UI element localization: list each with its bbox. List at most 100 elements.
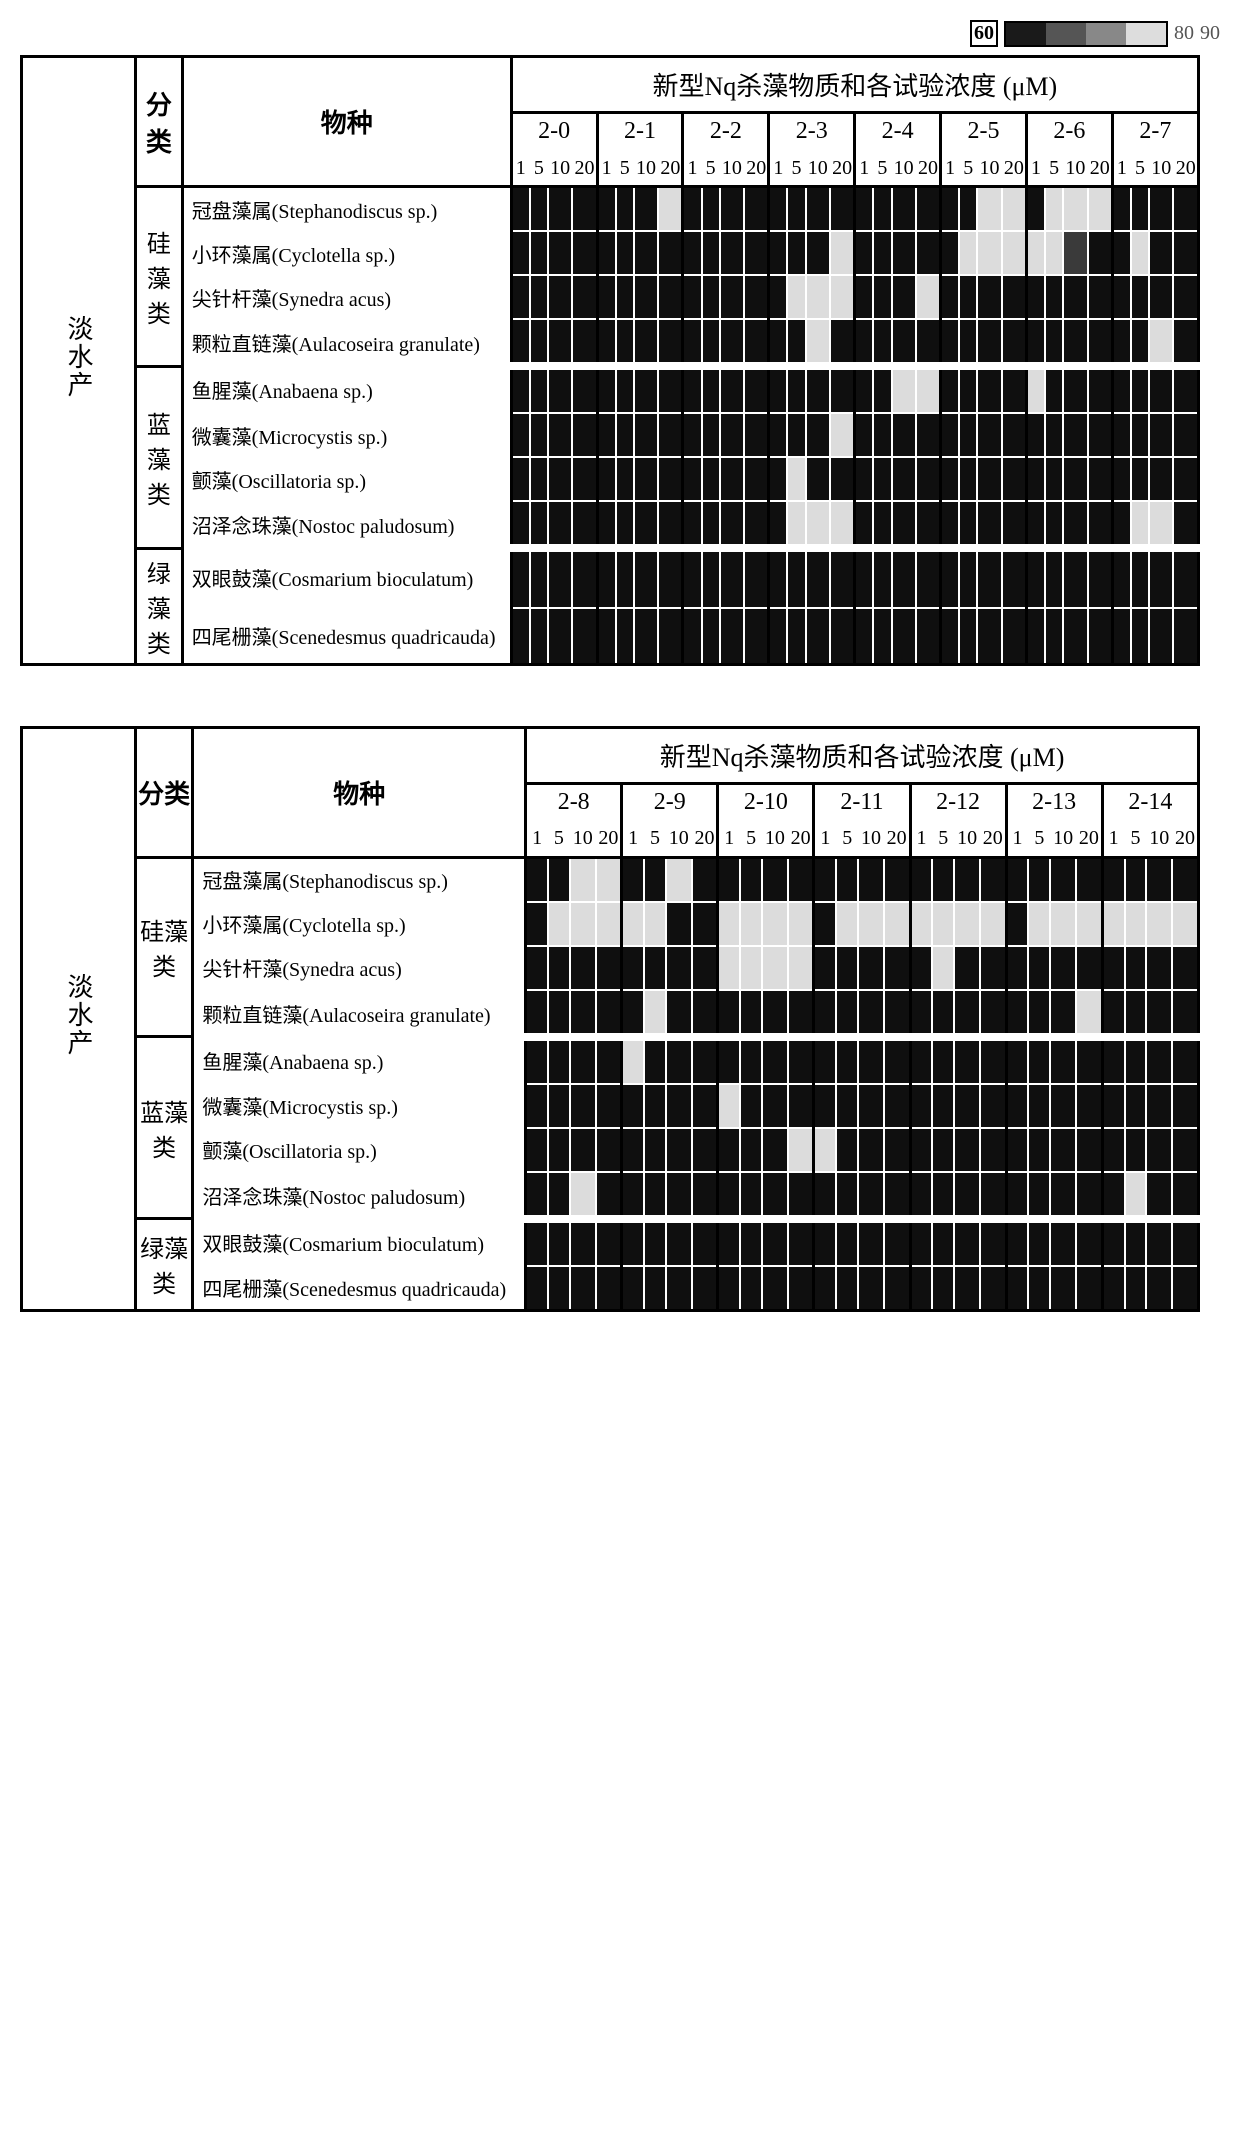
heatmap-cell xyxy=(548,275,572,319)
heatmap-cell xyxy=(1149,608,1173,664)
heatmap-cell xyxy=(932,990,954,1037)
heatmap-cell xyxy=(830,608,855,664)
heatmap-cell xyxy=(806,366,830,413)
heatmap-cell xyxy=(1006,990,1028,1037)
concentration-label: 1 xyxy=(910,821,932,858)
concentration-label: 5 xyxy=(644,821,666,858)
heatmap-cell xyxy=(977,413,1001,457)
concentration-label: 10 xyxy=(762,821,788,858)
concentration-label: 1 xyxy=(769,150,788,187)
heatmap-cell xyxy=(1028,1266,1050,1311)
species-cell: 小环藻属(Cyclotella sp.) xyxy=(193,902,526,946)
heatmap-cell xyxy=(597,275,616,319)
heatmap-cell xyxy=(1045,608,1063,664)
heatmap-cell xyxy=(1146,902,1172,946)
species-cell: 沼泽念珠藻(Nostoc paludosum) xyxy=(193,1172,526,1219)
category-cell: 绿藻类 xyxy=(136,1219,193,1311)
concentration-label: 20 xyxy=(830,150,855,187)
heatmap-cell xyxy=(1088,501,1113,548)
heatmap-cell xyxy=(692,1037,718,1084)
heatmap-cell xyxy=(622,1219,644,1266)
species-cell: 颗粒直链藻(Aulacoseira granulate) xyxy=(193,990,526,1037)
heatmap-cell xyxy=(740,990,762,1037)
heatmap-cell xyxy=(634,608,658,664)
heatmap-cell xyxy=(980,1128,1006,1172)
heatmap-cell xyxy=(692,902,718,946)
heatmap-cell xyxy=(910,1037,932,1084)
heatmap-cell xyxy=(769,501,788,548)
heatmap-cell xyxy=(634,319,658,366)
heatmap-cell xyxy=(892,413,916,457)
heatmap-cell xyxy=(616,457,634,501)
heatmap-cell xyxy=(530,231,548,275)
heatmap-cell xyxy=(916,275,941,319)
concentration-label: 20 xyxy=(1088,150,1113,187)
heatmap-cell xyxy=(622,857,644,902)
heatmap-cell xyxy=(1050,1128,1076,1172)
concentration-label: 1 xyxy=(1102,821,1124,858)
heatmap-cell xyxy=(720,548,744,608)
heatmap-panel-1: 淡水产分类物种新型Nq杀藻物质和各试验浓度 (μM)2-82-92-102-11… xyxy=(20,726,1240,1312)
heatmap-cell xyxy=(1149,275,1173,319)
concentration-label: 5 xyxy=(1131,150,1149,187)
species-cell: 尖针杆藻(Synedra acus) xyxy=(193,946,526,990)
heatmap-cell xyxy=(744,608,769,664)
concentration-label: 20 xyxy=(744,150,769,187)
concentration-label: 10 xyxy=(954,821,980,858)
heatmap-cell xyxy=(548,1219,570,1266)
heatmap-cell xyxy=(644,990,666,1037)
heatmap-cell xyxy=(596,1172,622,1219)
heatmap-cell xyxy=(1172,857,1198,902)
heatmap-cell xyxy=(634,457,658,501)
heatmap-cell xyxy=(1050,902,1076,946)
heatmap-cell xyxy=(1125,857,1147,902)
heatmap-cell xyxy=(814,902,836,946)
compound-label: 2-5 xyxy=(941,113,1027,151)
heatmap-cell xyxy=(1002,608,1027,664)
heatmap-cell xyxy=(1006,1266,1028,1311)
heatmap-cell xyxy=(658,366,683,413)
heatmap-cell xyxy=(1173,366,1198,413)
concentration-label: 10 xyxy=(548,150,572,187)
heatmap-cell xyxy=(666,902,692,946)
heatmap-cell xyxy=(1028,902,1050,946)
heatmap-cell xyxy=(941,366,960,413)
heatmap-cell xyxy=(787,319,805,366)
heatmap-panel-0: 淡水产分类物种新型Nq杀藻物质和各试验浓度 (μM)2-02-12-22-32-… xyxy=(20,55,1240,666)
heatmap-cell xyxy=(910,1084,932,1128)
heatmap-cell xyxy=(572,457,597,501)
concentration-label: 5 xyxy=(616,150,634,187)
heatmap-cell xyxy=(692,1266,718,1311)
heatmap-cell xyxy=(666,946,692,990)
heatmap-cell xyxy=(634,187,658,232)
heatmap-cell xyxy=(570,1084,596,1128)
concentration-label: 20 xyxy=(1002,150,1027,187)
concentration-label: 10 xyxy=(1146,821,1172,858)
heatmap-cell xyxy=(1045,319,1063,366)
heatmap-cell xyxy=(892,319,916,366)
heatmap-cell xyxy=(744,187,769,232)
heatmap-cell xyxy=(548,990,570,1037)
heatmap-cell xyxy=(892,608,916,664)
heatmap-cell xyxy=(530,366,548,413)
heatmap-cell xyxy=(702,457,720,501)
heatmap-cell xyxy=(980,990,1006,1037)
legend-seg-2 xyxy=(1086,23,1126,45)
heatmap-cell xyxy=(787,413,805,457)
heatmap-cell xyxy=(787,608,805,664)
heatmap-cell xyxy=(954,946,980,990)
heatmap-cell xyxy=(1002,319,1027,366)
heatmap-cell xyxy=(954,902,980,946)
category-cell: 蓝藻类 xyxy=(136,366,183,548)
heatmap-cell xyxy=(830,231,855,275)
heatmap-cell xyxy=(941,319,960,366)
heatmap-cell xyxy=(892,501,916,548)
heatmap-cell xyxy=(1063,501,1087,548)
heatmap-cell xyxy=(658,457,683,501)
heatmap-cell xyxy=(622,990,644,1037)
heatmap-cell xyxy=(836,1037,858,1084)
heatmap-cell xyxy=(1088,231,1113,275)
heatmap-cell xyxy=(718,1084,740,1128)
heatmap-cell xyxy=(1045,548,1063,608)
heatmap-cell xyxy=(622,1266,644,1311)
